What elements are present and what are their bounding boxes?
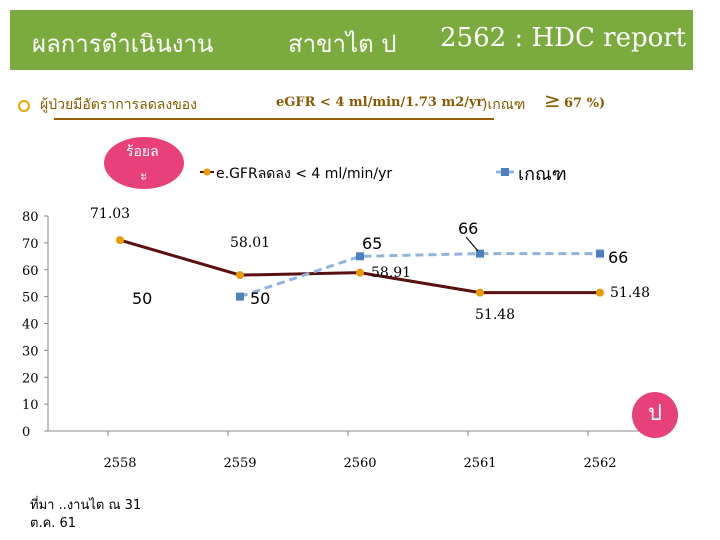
y-tick-label: 0 [22,425,30,440]
legend-target-label: เกณฑ [518,164,567,185]
series-target-data-label: 50 [250,289,270,308]
series-target-point [356,252,364,261]
subtitle-text-a: ผู้ป่วยมีอัตราการลดลงของ [40,97,198,113]
series-egfr-data-label: 51.48 [475,307,515,323]
y-tick-label: 60 [22,264,39,279]
label-leader-line [465,236,479,252]
y-tick-label: 10 [22,398,39,413]
series-egfr-data-label: 51.48 [610,285,650,301]
x-tick-label: 2559 [223,456,256,471]
badge-line1: ร้อยล [126,144,159,160]
subtitle-underline [54,118,494,120]
y-tick-label: 20 [22,371,39,386]
series-target-point [476,249,484,258]
bullet-icon [18,100,30,112]
series-egfr-point [236,271,244,280]
title-mid: สาขาไต ป [288,30,397,58]
y-tick-label: 40 [22,318,39,333]
source-footnote: ที่มา ..งานไต ณ 31 ต.ค. 61 [30,497,141,533]
title-bar: ผลการดำเนินงาน สาขาไต ป 2562 : HDC repor… [10,10,693,70]
subtitle-text-b: eGFR < 4 ml/min/1.73 m2/yr [276,95,484,110]
footnote-line1: ที่มา ..งานไต ณ 31 [30,498,142,513]
y-tick-label: 30 [22,344,39,359]
series-egfr-line [119,238,600,295]
series-target-data-label: 50 [132,289,152,308]
subtitle-symbol: ≥ [544,88,561,112]
legend-target-marker [501,168,509,176]
x-tick-label: 2560 [343,456,376,471]
series-egfr-point [596,288,604,297]
badge-line2: ะ [140,168,148,184]
corner-badge: ป [632,392,678,438]
series-egfr-data-label: 58.01 [230,235,270,251]
percent-badge: ร้อยล ะ [104,137,184,189]
series-egfr-data-label: 71.03 [90,206,130,222]
series-egfr-point [476,288,484,297]
x-tick-label: 2561 [463,456,496,471]
series-target-point [236,292,244,301]
title-left: ผลการดำเนินงาน [32,30,214,58]
x-tick-label: 2562 [583,456,616,471]
series-target-data-label: 65 [362,234,382,253]
y-tick-label: 70 [22,237,39,252]
chart-subtitle: ผู้ป่วยมีอัตราการลดลงของ eGFR < 4 ml/min… [14,88,714,120]
y-tick-label: 50 [22,291,39,306]
series-target-line [239,252,600,299]
series-egfr-point [116,236,124,245]
series-target-data-label: 66 [458,219,478,238]
series-target-point [596,249,604,258]
series-egfr-data-label: 58.91 [371,265,411,281]
subtitle-text-c: )เกณฑ [482,97,526,113]
footnote-line2: ต.ค. 61 [30,516,77,531]
series-egfr-point [356,268,364,277]
y-tick-label: 80 [22,210,39,225]
x-tick-label: 2558 [103,456,136,471]
title-right: 2562 : HDC report [440,23,687,53]
subtitle-text-d: 67 %) [564,96,606,111]
legend-egfr-label: e.GFRลดลง < 4 ml/min/yr [216,166,392,182]
series-target-data-label: 66 [608,248,628,267]
legend-egfr-marker [203,168,211,176]
